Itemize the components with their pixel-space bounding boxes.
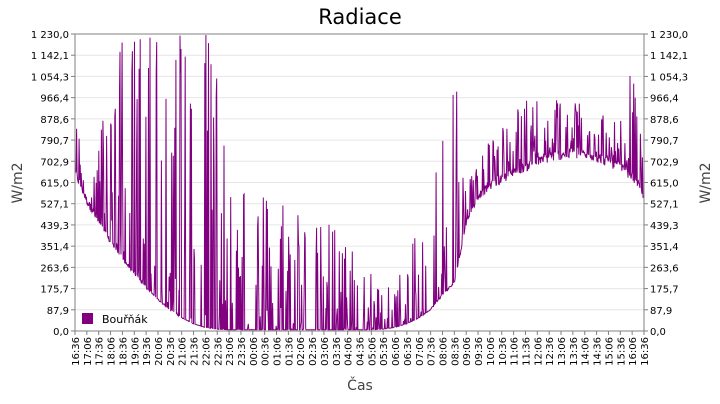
y-tick-label-right: 1 054,3	[650, 72, 688, 83]
x-tick-label: 03:06	[320, 337, 331, 366]
y-tick-label-right: 1 230,0	[650, 30, 688, 41]
y-tick-label-right: 527,1	[650, 200, 679, 211]
x-tick-label: 20:06	[154, 337, 165, 366]
y-tick-label-right: 615,0	[650, 179, 679, 190]
x-tick-label: 15:06	[604, 337, 615, 366]
x-tick-label: 16:36	[71, 337, 82, 366]
y-tick-label-left: 702,9	[40, 157, 69, 168]
y-tick-label-left: 790,7	[40, 136, 69, 147]
x-tick-label: 00:36	[261, 337, 272, 366]
x-tick-label: 22:36	[213, 337, 224, 366]
x-tick-label: 21:36	[190, 337, 201, 366]
x-tick-label: 06:36	[403, 337, 414, 366]
x-tick-label: 11:36	[521, 337, 532, 366]
x-tick-label: 08:36	[450, 337, 461, 366]
x-tick-label: 04:06	[344, 337, 355, 366]
x-tick-label: 09:06	[462, 337, 473, 366]
x-tick-label: 14:06	[581, 337, 592, 366]
y-tick-label-left: 1 230,0	[31, 30, 69, 41]
x-tick-label: 07:06	[415, 337, 426, 366]
x-tick-label: 05:06	[367, 337, 378, 366]
x-tick-label: 17:06	[83, 337, 94, 366]
y-tick-label-right: 351,4	[650, 242, 679, 253]
y-tick-label-left: 878,6	[40, 115, 69, 126]
x-tick-label: 19:36	[142, 337, 153, 366]
y-axis-left: 0,0 87,9 175,7 263,6 351,4 439,3 527,1 615,0 702…	[31, 30, 75, 338]
y-tick-label-left: 615,0	[40, 179, 69, 190]
x-tick-label: 01:06	[273, 337, 284, 366]
y-tick-label-right: 175,7	[650, 285, 679, 296]
x-tick-label: 08:06	[438, 337, 449, 366]
y-tick-label-right: 439,3	[650, 221, 679, 232]
x-tick-label: 18:06	[107, 337, 118, 366]
x-tick-label: 15:36	[616, 337, 627, 366]
y-tick-label-left: 1 142,1	[31, 51, 69, 62]
x-tick-label: 14:36	[593, 337, 604, 366]
x-tick-label: 13:36	[569, 337, 580, 366]
x-tick-label: 17:36	[95, 337, 106, 366]
x-tick-label: 20:36	[166, 337, 177, 366]
x-axis: 16:36 17:06 17:36 18:06 18:36 19:06 19:36 20:06…	[71, 331, 651, 366]
y-tick-label-right: 966,4	[650, 94, 679, 105]
x-tick-label: 11:06	[510, 337, 521, 366]
x-tick-label: 00:06	[249, 337, 260, 366]
x-tick-label: 22:06	[201, 337, 212, 366]
y-axis-label-right: W/m2	[698, 162, 714, 203]
x-tick-label: 10:06	[486, 337, 497, 366]
x-tick-label: 12:36	[545, 337, 556, 366]
y-tick-label-right: 0,0	[650, 327, 666, 338]
x-tick-label: 03:36	[332, 337, 343, 366]
x-tick-label: 09:36	[474, 337, 485, 366]
x-tick-label: 19:06	[130, 337, 141, 366]
x-tick-label: 16:06	[628, 337, 639, 366]
y-tick-label-right: 878,6	[650, 115, 679, 126]
y-tick-label-left: 175,7	[40, 285, 69, 296]
y-tick-label-left: 527,1	[40, 200, 69, 211]
legend: Bouřňák	[82, 313, 148, 326]
x-tick-label: 05:36	[379, 337, 390, 366]
series-line-bourak	[74, 34, 645, 332]
x-tick-label: 23:06	[225, 337, 236, 366]
x-tick-label: 06:06	[391, 337, 402, 366]
y-axis-label-left: W/m2	[10, 162, 26, 203]
x-tick-label: 16:36	[640, 337, 651, 366]
y-tick-label-right: 790,7	[650, 136, 679, 147]
y-tick-label-left: 263,6	[40, 263, 69, 274]
y-tick-label-left: 351,4	[40, 242, 69, 253]
x-tick-label: 01:36	[284, 337, 295, 366]
x-tick-label: 21:06	[178, 337, 189, 366]
y-tick-label-left: 1 054,3	[31, 72, 69, 83]
data-series	[74, 34, 645, 332]
y-tick-label-right: 263,6	[650, 263, 679, 274]
y-tick-label-left: 87,9	[47, 306, 69, 317]
y-axis-right: 0,0 87,9 175,7 263,6 351,4 439,3 527,1 615,0 702…	[644, 30, 688, 338]
y-tick-label-left: 966,4	[40, 94, 69, 105]
x-tick-label: 07:36	[427, 337, 438, 366]
y-tick-label-left: 439,3	[40, 221, 69, 232]
x-tick-label: 02:06	[296, 337, 307, 366]
x-tick-label: 02:36	[308, 337, 319, 366]
x-tick-label: 12:06	[533, 337, 544, 366]
chart-title: Radiace	[318, 5, 402, 29]
y-tick-label-right: 702,9	[650, 157, 679, 168]
x-tick-label: 23:36	[237, 337, 248, 366]
x-tick-label: 04:36	[356, 337, 367, 366]
y-tick-label-left: 0,0	[53, 327, 69, 338]
legend-swatch	[82, 313, 93, 324]
y-tick-label-right: 1 142,1	[650, 51, 688, 62]
y-tick-label-right: 87,9	[650, 306, 672, 317]
x-tick-label: 10:36	[498, 337, 509, 366]
grid-lines	[75, 54, 644, 311]
x-tick-label: 13:06	[557, 337, 568, 366]
legend-label: Bouřňák	[102, 313, 148, 326]
x-tick-label: 18:36	[118, 337, 129, 366]
x-axis-label: Čas	[347, 376, 373, 394]
